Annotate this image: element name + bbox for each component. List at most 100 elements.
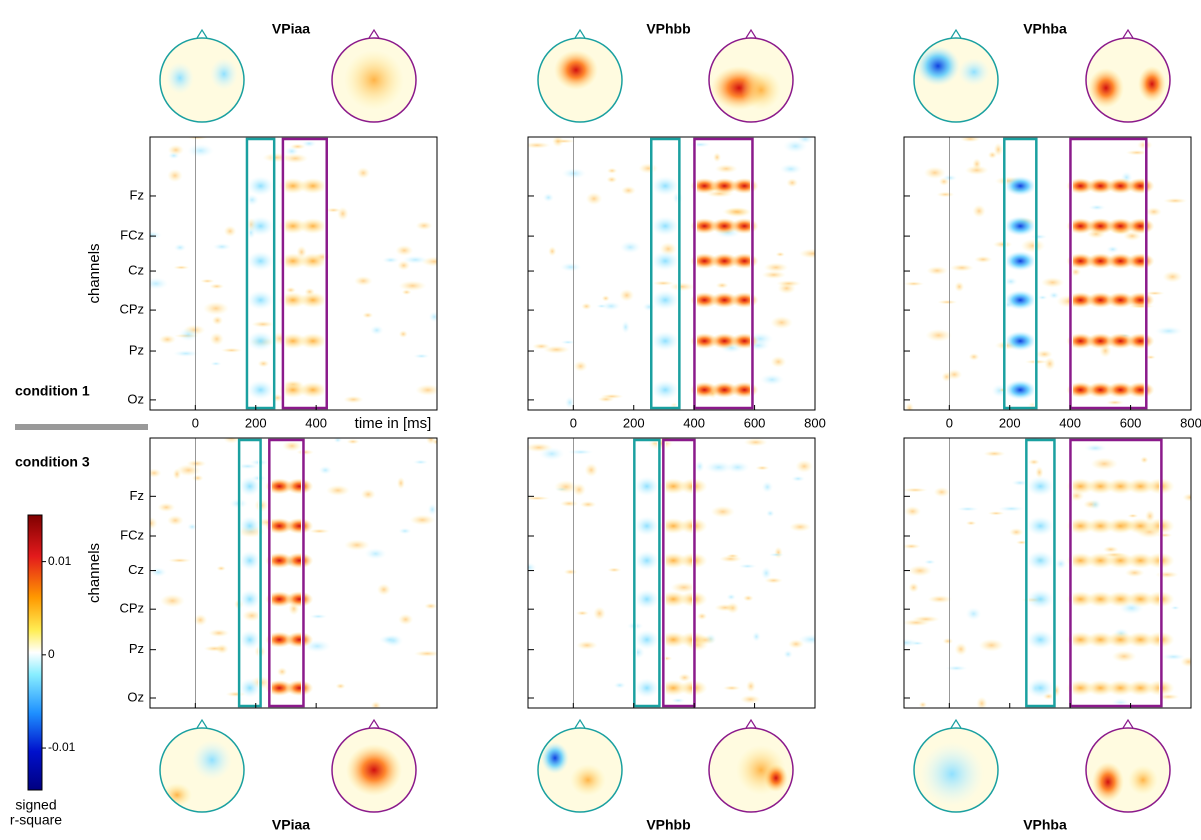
texture bbox=[413, 354, 429, 359]
texture bbox=[204, 646, 226, 652]
texture bbox=[167, 169, 183, 182]
texture bbox=[716, 282, 729, 288]
texture bbox=[203, 302, 229, 315]
texture bbox=[743, 595, 754, 602]
texture bbox=[299, 382, 327, 398]
texture bbox=[371, 701, 381, 710]
texture bbox=[187, 144, 214, 158]
texture bbox=[424, 603, 437, 609]
topoplot bbox=[332, 720, 416, 812]
texture bbox=[926, 329, 952, 342]
texture bbox=[972, 205, 985, 218]
texture bbox=[150, 567, 167, 576]
texture bbox=[309, 614, 327, 619]
blob bbox=[920, 742, 984, 806]
texture bbox=[428, 504, 437, 516]
blob bbox=[210, 58, 238, 90]
texture bbox=[568, 449, 594, 454]
texture bbox=[928, 595, 952, 603]
topoplot bbox=[709, 720, 793, 812]
x-tick-label: 800 bbox=[1180, 415, 1201, 430]
x-tick-label: 400 bbox=[683, 415, 705, 430]
topoplot bbox=[160, 720, 244, 812]
texture bbox=[730, 382, 758, 398]
texture bbox=[919, 702, 927, 709]
texture bbox=[187, 523, 197, 530]
texture bbox=[634, 516, 659, 536]
x-tick-label: 200 bbox=[245, 415, 267, 430]
texture bbox=[902, 544, 921, 549]
texture bbox=[1155, 571, 1178, 578]
texture bbox=[715, 164, 738, 173]
texture bbox=[727, 594, 736, 601]
texture bbox=[1126, 218, 1154, 234]
texture bbox=[399, 281, 427, 291]
texture bbox=[740, 695, 760, 704]
texture bbox=[142, 231, 162, 239]
texture bbox=[993, 241, 1012, 248]
texture bbox=[934, 487, 950, 497]
x-tick-label: 400 bbox=[305, 415, 327, 430]
texture bbox=[1084, 444, 1106, 452]
topoplot bbox=[914, 720, 998, 812]
texture bbox=[1171, 606, 1180, 610]
texture bbox=[1126, 333, 1154, 349]
nose bbox=[369, 30, 379, 38]
texture bbox=[168, 558, 191, 563]
texture bbox=[795, 460, 813, 473]
texture bbox=[1021, 239, 1045, 253]
texture bbox=[212, 316, 223, 326]
texture bbox=[1126, 382, 1154, 398]
texture bbox=[634, 589, 659, 609]
texture bbox=[924, 560, 936, 565]
texture bbox=[1026, 589, 1054, 609]
texture bbox=[217, 566, 226, 571]
texture bbox=[651, 216, 679, 236]
texture bbox=[210, 332, 224, 345]
texture bbox=[410, 515, 436, 526]
texture bbox=[988, 511, 1005, 515]
texture bbox=[1004, 380, 1036, 400]
subject-label: VPiaa bbox=[272, 21, 310, 37]
texture bbox=[762, 481, 773, 493]
texture bbox=[969, 353, 980, 361]
texture bbox=[1004, 290, 1036, 310]
x-tick-label: 0 bbox=[192, 415, 199, 430]
texture bbox=[344, 539, 369, 550]
texture bbox=[955, 643, 968, 656]
texture bbox=[285, 553, 313, 569]
colorbar bbox=[28, 515, 42, 790]
texture bbox=[576, 611, 589, 616]
texture bbox=[945, 665, 967, 671]
texture bbox=[299, 178, 327, 194]
texture bbox=[1126, 292, 1154, 308]
subject-label: VPhba bbox=[1023, 817, 1067, 833]
texture bbox=[1127, 514, 1138, 518]
texture bbox=[711, 506, 735, 518]
texture bbox=[1112, 650, 1137, 662]
texture bbox=[764, 263, 788, 273]
texture bbox=[263, 153, 290, 163]
y-tick-label: Oz bbox=[127, 689, 144, 704]
texture bbox=[598, 396, 615, 402]
texture bbox=[730, 218, 758, 234]
texture bbox=[239, 630, 260, 650]
texture bbox=[998, 506, 1025, 512]
x-tick-label: 0 bbox=[570, 415, 577, 430]
texture bbox=[1026, 516, 1054, 536]
subject-label: VPhbb bbox=[646, 817, 690, 833]
texture bbox=[285, 478, 313, 494]
texture bbox=[771, 356, 787, 368]
texture bbox=[937, 192, 955, 197]
texture bbox=[239, 589, 260, 609]
y-tick-label: Fz bbox=[130, 488, 144, 503]
texture bbox=[336, 683, 346, 689]
nose bbox=[746, 720, 756, 728]
texture bbox=[911, 641, 925, 645]
texture bbox=[403, 256, 428, 264]
texture bbox=[326, 485, 350, 496]
texture bbox=[713, 152, 721, 162]
texture bbox=[938, 300, 958, 304]
texture bbox=[209, 284, 224, 290]
texture bbox=[239, 516, 260, 536]
